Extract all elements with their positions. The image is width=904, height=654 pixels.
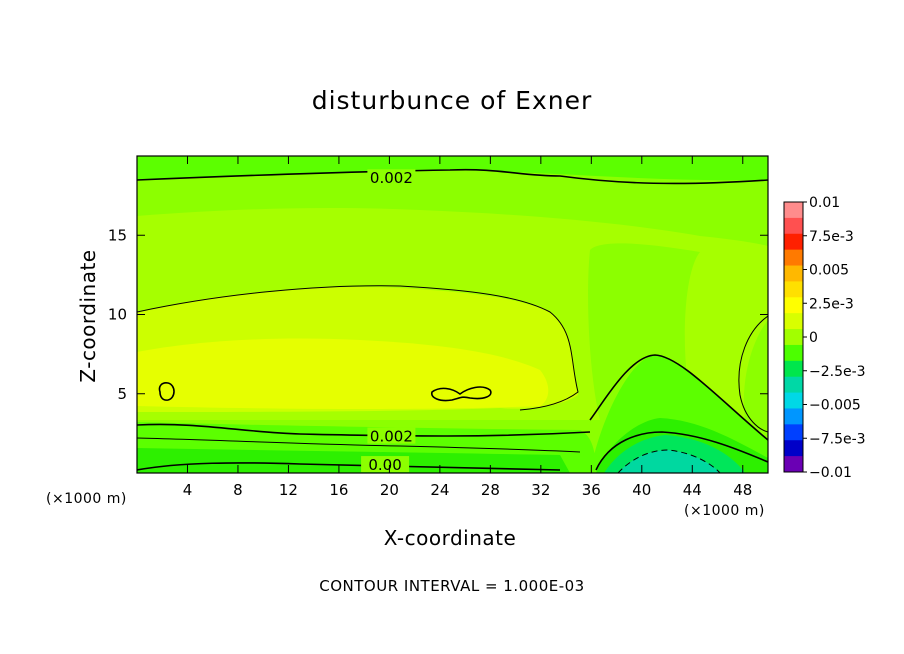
colorbar-label: −7.5e-3 — [809, 431, 866, 447]
contour-labels: 0.002 0.002 0.00 — [361, 169, 416, 474]
x-tick-label: 20 — [380, 481, 399, 499]
chart-title: disturbunce of Exner — [311, 86, 593, 115]
colorbar-swatch — [784, 217, 803, 235]
y-tick-label: 5 — [117, 385, 127, 403]
contour-label-bg — [367, 427, 416, 444]
contour-line-mountain-inner — [595, 431, 768, 471]
colorbar-swatch — [784, 281, 803, 298]
contour-label-bg — [361, 456, 410, 473]
contour-line-upper-0.002 — [137, 168, 768, 185]
x-tick-label: 40 — [632, 481, 651, 499]
y-axis-label: Z-coordinate — [76, 249, 100, 383]
contour-line-zero — [137, 462, 561, 471]
field-band-top — [137, 156, 768, 181]
colorbar-swatch — [784, 376, 803, 394]
colorbar-label: 0.005 — [809, 263, 849, 279]
colorbar-swatch — [784, 344, 803, 362]
x-tick-label: 36 — [582, 481, 601, 499]
x-tick-label: 24 — [430, 481, 449, 499]
colorbar-label: −0.01 — [809, 465, 852, 481]
colorbar-swatch — [784, 456, 803, 473]
contour-label-3: 0.00 — [368, 456, 401, 474]
contour-line-lower-0.002 — [137, 423, 591, 437]
contour-closed-left — [158, 382, 175, 401]
colorbar-swatch — [784, 233, 803, 251]
colorbar-swatch — [784, 360, 803, 378]
contour-lines — [137, 168, 768, 473]
contour-line-mountain-outer — [589, 354, 768, 441]
x-axis: 4 8 12 16 20 24 28 32 36 40 44 48 — [183, 156, 752, 499]
x-tick-label: 32 — [531, 481, 550, 499]
colorbar-label: 0.01 — [809, 195, 840, 211]
colorbar-label: 0 — [809, 330, 818, 346]
x-unit-label-right: (×1000 m) — [684, 503, 765, 519]
x-tick-label: 4 — [183, 481, 193, 499]
field-band-3e3 — [137, 338, 549, 409]
contour-line-lower-0.0015 — [137, 437, 581, 453]
colorbar-label: 7.5e-3 — [809, 229, 854, 245]
y-axis: 5 10 15 — [108, 226, 768, 403]
contour-line-upper-0.0025 — [137, 285, 579, 411]
colorbar-swatch — [784, 408, 803, 425]
field-negative-core — [618, 450, 720, 473]
contour-field — [137, 156, 768, 473]
contour-label-bg — [367, 169, 416, 186]
x-tick-label: 12 — [279, 481, 298, 499]
colorbar-swatch — [784, 424, 803, 441]
contour-interval-note: CONTOUR INTERVAL = 1.000E-03 — [319, 577, 585, 595]
colorbar-swatch — [784, 265, 803, 282]
colorbar: 0.01 7.5e-3 0.005 2.5e-3 0 −2.5e-3 −0.005 −7.5e… — [783, 195, 866, 481]
colorbar-label: 2.5e-3 — [809, 296, 854, 312]
colorbar-swatch — [784, 297, 803, 314]
contour-label-1: 0.002 — [370, 169, 413, 187]
x-tick-label: 48 — [733, 481, 752, 499]
contour-closed-center — [430, 386, 492, 402]
y-tick-label: 15 — [108, 226, 127, 244]
x-tick-label: 16 — [329, 481, 348, 499]
contour-label-2: 0.002 — [370, 428, 413, 446]
colorbar-swatch — [784, 329, 803, 346]
x-unit-label-left: (×1000 m) — [46, 491, 127, 507]
x-tick-label: 28 — [481, 481, 500, 499]
x-axis-label: X-coordinate — [383, 526, 517, 550]
colorbar-swatch — [784, 202, 803, 219]
colorbar-swatch — [784, 392, 803, 409]
colorbar-label: −2.5e-3 — [809, 364, 866, 380]
y-tick-label: 10 — [108, 306, 127, 324]
colorbar-swatch — [784, 313, 803, 330]
colorbar-swatch — [784, 249, 803, 267]
field-band-surface — [137, 448, 570, 473]
contour-line-right-edge — [738, 315, 768, 433]
colorbar-swatch — [784, 440, 803, 457]
x-tick-label: 8 — [233, 481, 243, 499]
colorbar-label: −0.005 — [809, 398, 861, 414]
x-tick-label: 44 — [683, 481, 702, 499]
